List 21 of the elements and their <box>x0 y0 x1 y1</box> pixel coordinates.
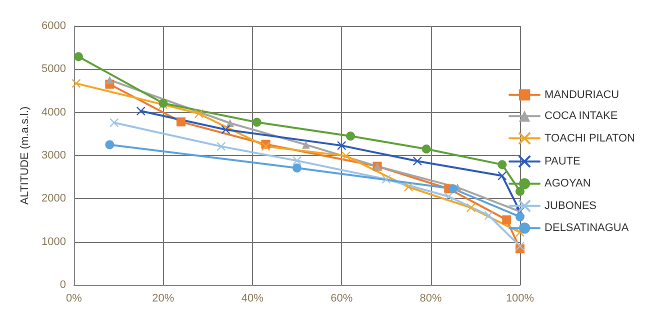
x-tick-label: 60% <box>330 292 353 304</box>
y-tick-label: 4000 <box>42 106 66 118</box>
y-tick-label: 3000 <box>42 150 66 162</box>
y-tick-label: 6000 <box>42 20 66 32</box>
y-tick-label: 2000 <box>42 192 66 205</box>
legend-label: AGOYAN <box>544 178 591 190</box>
x-tick-label: 20% <box>152 292 174 304</box>
x-tick-label: 80% <box>420 292 442 304</box>
x-tick-label: 100% <box>506 292 534 304</box>
x-tick-label: 40% <box>241 292 264 304</box>
legend-label: MANDURIACU <box>544 88 620 101</box>
legend-label: TOACHI PILATON <box>544 132 636 144</box>
legend-label: PAUTE <box>544 156 580 168</box>
legend-label: JUBONES <box>544 200 597 212</box>
x-tick-label: 0% <box>66 292 82 304</box>
y-tick-label: 5000 <box>42 63 66 76</box>
y-tick-label: 1000 <box>42 236 66 248</box>
legend-label: COCA INTAKE <box>544 110 618 122</box>
legend-label: DELSATINAGUA <box>544 222 630 234</box>
y-tick-label: 0 <box>60 279 66 291</box>
y-axis-title: ALTITUDE (m.a.s.l.) <box>19 106 32 205</box>
